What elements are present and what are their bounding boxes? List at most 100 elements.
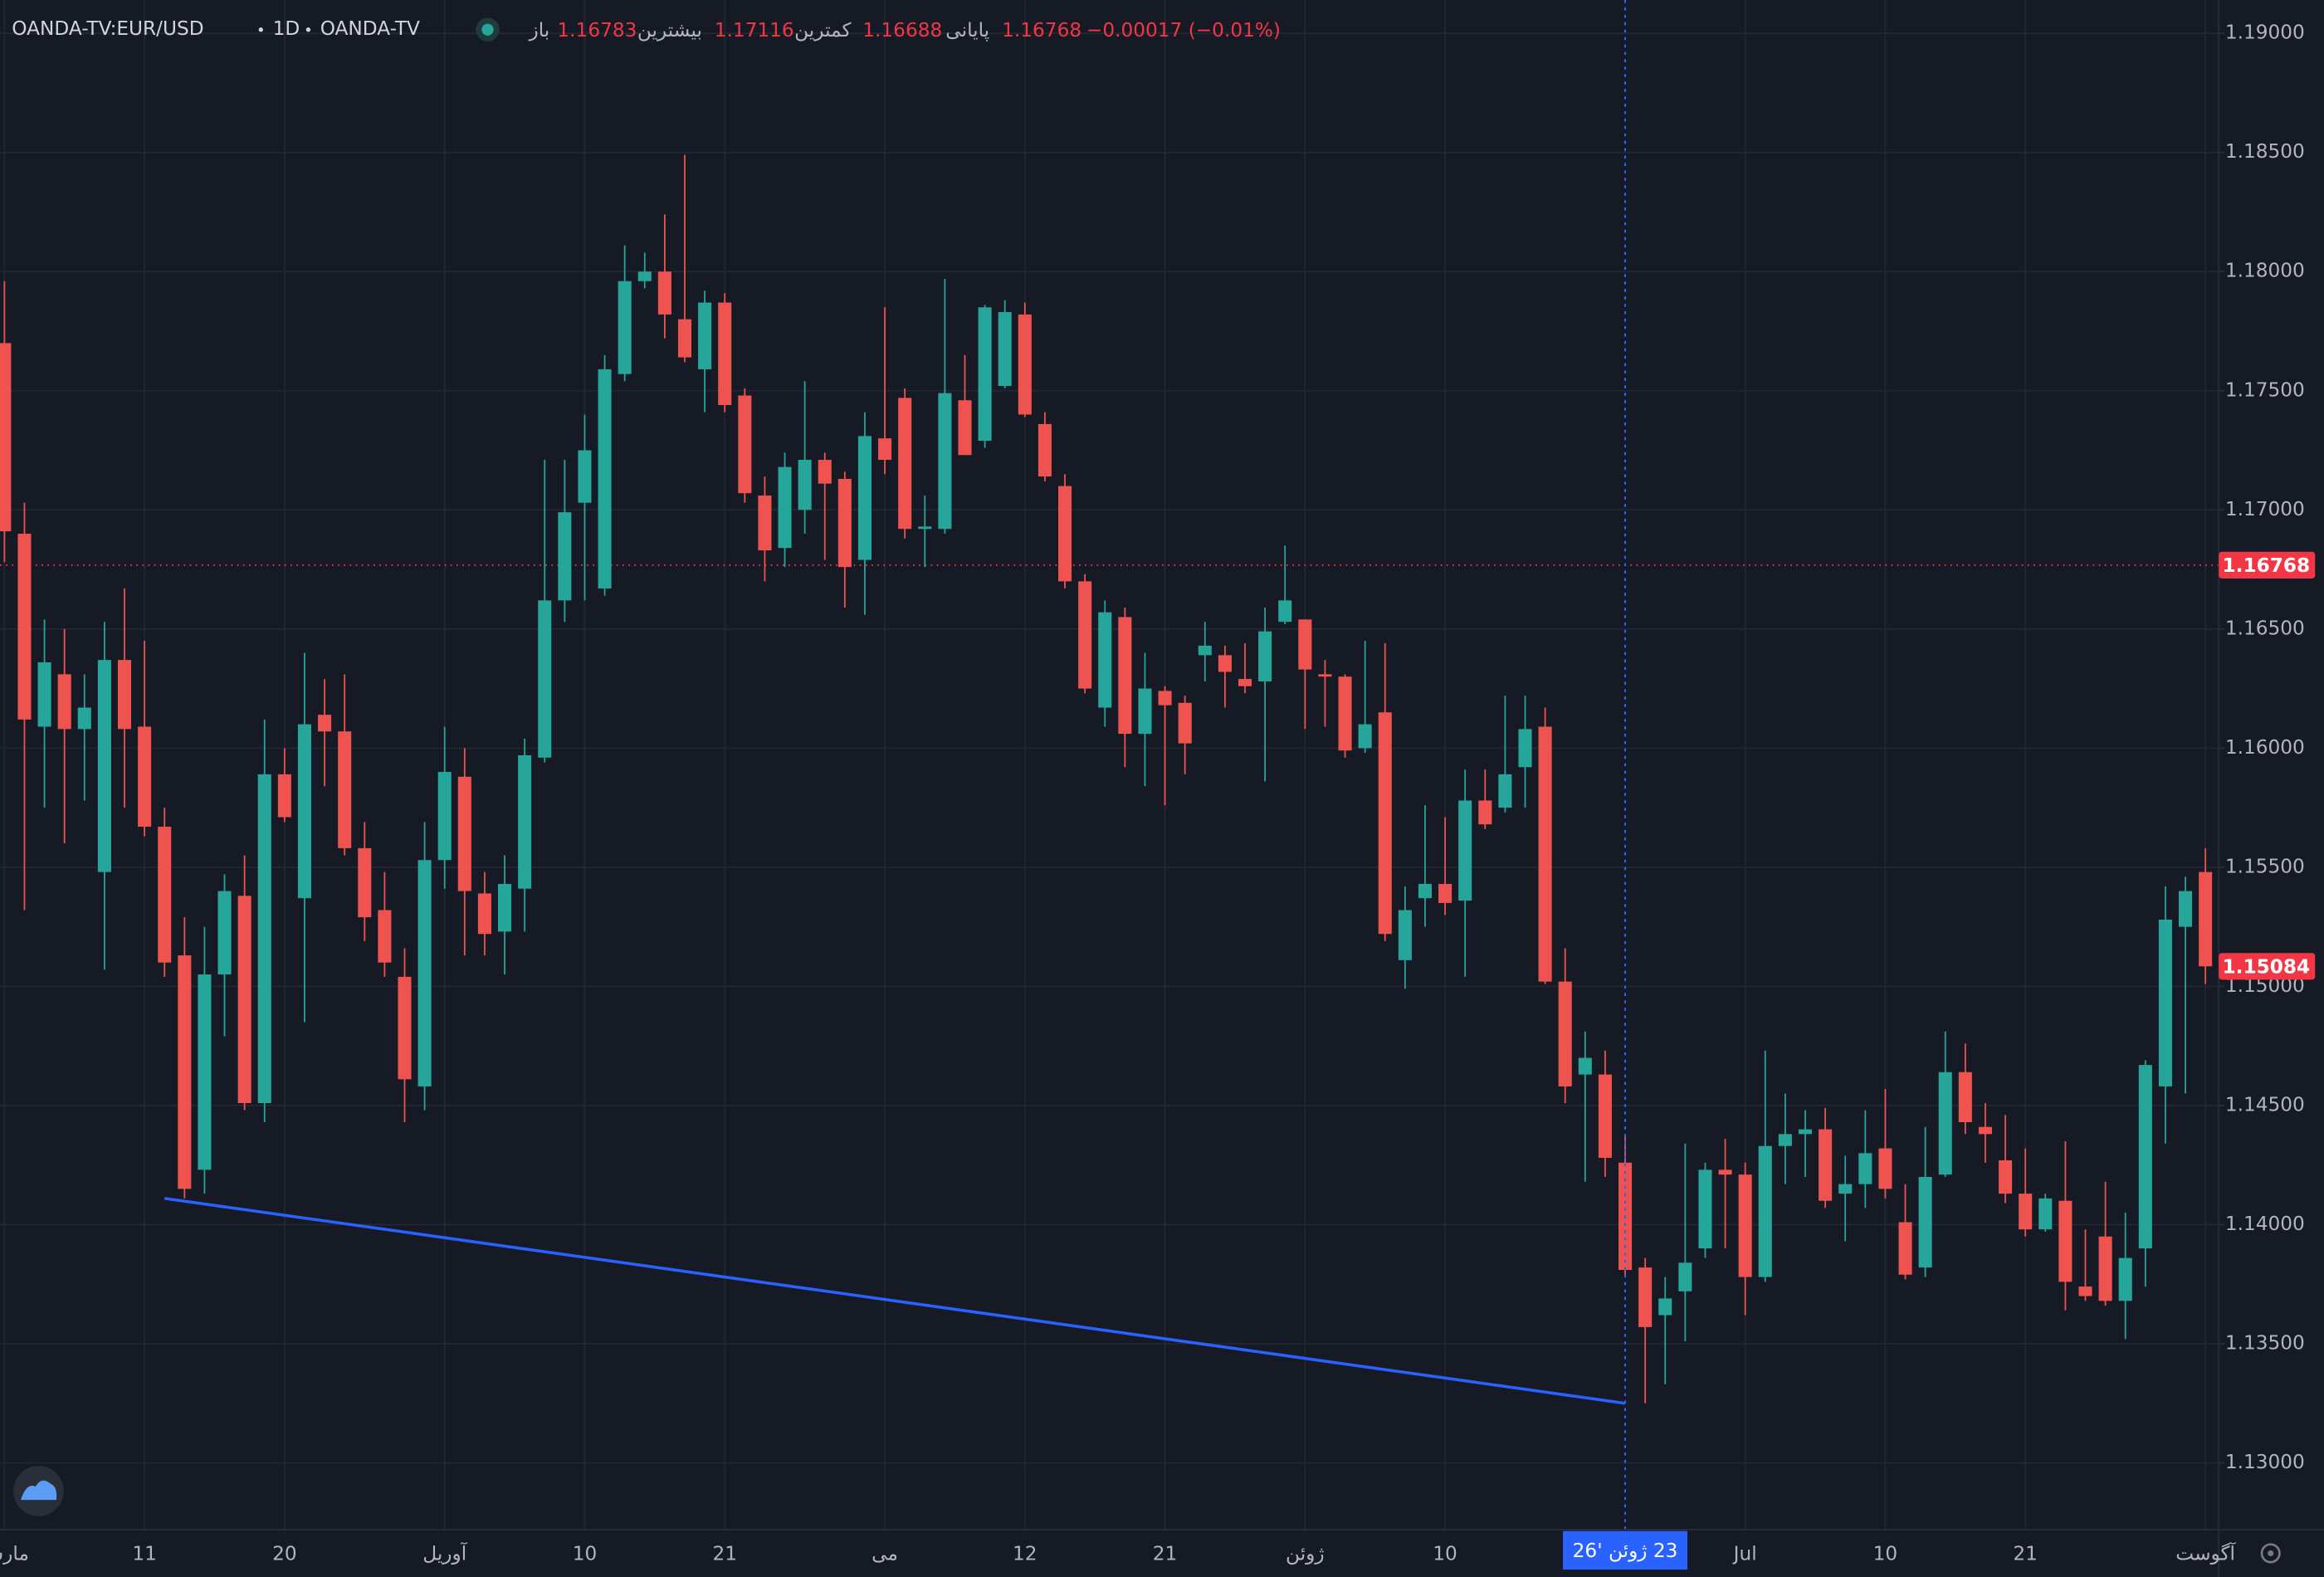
y-tick-label: 1.19000 — [2225, 22, 2305, 44]
candle-body — [2058, 1200, 2073, 1282]
crosshair-label-box — [1563, 1531, 1688, 1570]
candle-body — [378, 910, 392, 963]
x-tick-label: Jul — [1732, 1543, 1757, 1565]
candle-body — [318, 715, 332, 732]
x-tick-label: آوریل — [422, 1542, 467, 1565]
candle-body — [498, 883, 512, 932]
candle-body — [97, 660, 111, 872]
candle-body — [857, 436, 872, 560]
x-tick-label: ژوئن — [1286, 1543, 1325, 1565]
candle-body — [297, 724, 311, 899]
settings-center[interactable] — [2268, 1550, 2274, 1556]
x-tick-label: 20 — [272, 1543, 297, 1565]
candle-body — [1018, 314, 1032, 415]
settings[interactable] — [2260, 1543, 2281, 1564]
plot — [0, 0, 2219, 1530]
candle-body — [2038, 1198, 2053, 1230]
y-tick-label: 1.14000 — [2225, 1213, 2305, 1235]
candle-body — [1118, 617, 1132, 735]
separator — [258, 27, 263, 32]
candle-body — [17, 533, 32, 720]
candle-body — [338, 731, 352, 848]
price-label-box — [2219, 953, 2316, 980]
settings-icon[interactable] — [2260, 1543, 2281, 1564]
candle-body — [1819, 1129, 1833, 1201]
candle-body — [1678, 1262, 1692, 1291]
x-tick-label: 21 — [2013, 1543, 2038, 1565]
candle-body — [1958, 1072, 1972, 1123]
candle-body — [1398, 910, 1412, 960]
y-tick-label: 1.17500 — [2225, 378, 2305, 401]
ohlc-label: پایانی — [945, 19, 989, 42]
candle-body — [1758, 1145, 1772, 1277]
candle-body — [1198, 645, 1212, 656]
candle-body — [1338, 676, 1352, 751]
candle-body — [417, 860, 432, 1086]
candle-body — [257, 774, 271, 1104]
candle-body — [1138, 688, 1152, 735]
y-tick-label: 1.13000 — [2225, 1451, 2305, 1473]
separator — [305, 27, 311, 32]
candle-body — [938, 393, 952, 530]
candle-body — [358, 847, 372, 918]
candle-body — [718, 302, 732, 405]
x-tick-label: 12 — [1013, 1543, 1038, 1565]
logo-icon[interactable] — [21, 1480, 57, 1501]
candle-body — [437, 772, 452, 861]
interval: 1D — [273, 17, 300, 40]
candle-body — [1258, 631, 1272, 681]
y-tick-label: 1.18500 — [2225, 140, 2305, 163]
candle-body — [1718, 1169, 1732, 1175]
candle-body — [277, 774, 291, 818]
candle-body — [1458, 800, 1472, 901]
crosshair-label: 23 ژوئن '26 — [1573, 1540, 1678, 1562]
candle-body — [457, 776, 471, 891]
trendline — [164, 1197, 1626, 1405]
candle-body — [818, 460, 832, 484]
candle-body — [1798, 1129, 1813, 1135]
candle-body — [1878, 1148, 1892, 1189]
candle-body — [57, 674, 71, 730]
candle-body — [1598, 1074, 1612, 1159]
price-label-box — [2219, 551, 2316, 579]
logo[interactable] — [13, 1466, 64, 1516]
candle-body — [477, 893, 491, 935]
candle-body — [578, 450, 592, 503]
ohlc-value: 1.16688 — [862, 19, 942, 42]
candle-body — [1938, 1072, 1952, 1175]
candle-body — [198, 974, 212, 1170]
status-dot — [481, 23, 494, 36]
candle-body — [837, 478, 852, 568]
candle-body — [1538, 726, 1552, 982]
ohlc-value: 1.17116 — [715, 19, 794, 42]
candle-body — [1838, 1184, 1853, 1194]
candle-body — [1898, 1222, 1912, 1275]
candle-body — [1478, 800, 1492, 825]
x-tick-label: 21 — [1153, 1543, 1178, 1565]
candle-body — [237, 896, 251, 1104]
candle-body — [2019, 1194, 2033, 1230]
y-tick-label: 1.13500 — [2225, 1331, 2305, 1354]
ohlc-label: باز — [529, 19, 550, 42]
price-label: 1.16768 — [2223, 554, 2311, 577]
candle-body — [958, 400, 972, 456]
candle-body — [2158, 920, 2172, 1086]
candle-body — [657, 271, 671, 315]
candle-body — [1658, 1298, 1672, 1316]
candle-body — [1738, 1174, 1752, 1277]
axes: 1.130001.135001.140001.145001.150001.155… — [0, 22, 2316, 1570]
candle-body — [918, 526, 932, 530]
candle-body — [1698, 1169, 1712, 1249]
candle-body — [558, 512, 572, 601]
candle-body — [178, 955, 192, 1189]
candle-body — [217, 891, 232, 975]
candle-body — [1178, 702, 1192, 744]
candle-body — [898, 398, 912, 530]
candle-body — [1498, 774, 1512, 808]
candle-body — [978, 307, 992, 442]
candle-body — [1999, 1160, 2013, 1194]
candle-body — [2179, 891, 2193, 927]
symbol: OANDA-TV:EUR/USD — [12, 17, 203, 40]
candle-body — [158, 827, 172, 963]
